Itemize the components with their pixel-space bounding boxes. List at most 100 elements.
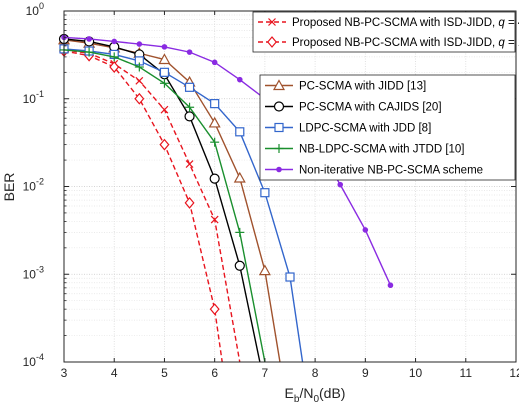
data-point: [158, 53, 171, 65]
data-point: [109, 52, 119, 62]
legend-box-2: PC-SCMA with JIDD [13] PC-SCMA with CAJID…: [259, 74, 516, 181]
axis-ticks: 345678910111210010-110-210-310-4: [23, 1, 519, 380]
legend-entry: PC-SCMA with CAJIDS [20]: [265, 101, 442, 114]
data-point: [159, 138, 170, 151]
x-axis-label: Eb/N0(dB): [285, 385, 346, 405]
legend-label-tail: = 16: [505, 37, 519, 49]
legend-layer: Proposed NB-PC-SCMA with ISD-JIDD, q = 4…: [252, 11, 519, 181]
y-tick-label: 100: [26, 1, 44, 18]
data-point: [210, 215, 219, 224]
y-tick-exponent: 0: [39, 1, 44, 11]
data-point: [208, 116, 221, 128]
data-point: [185, 160, 194, 169]
legend-marker: [268, 18, 276, 26]
legend-label: Proposed NB-PC-SCMA with ISD-JIDD, q = 1…: [292, 37, 519, 49]
x-tick-label: 6: [211, 366, 218, 380]
data-point: [210, 99, 220, 109]
data-point: [233, 171, 246, 183]
data-point: [235, 127, 245, 137]
x-axis-label-slash: /N: [299, 385, 313, 401]
data-point: [234, 260, 245, 271]
data-point: [362, 227, 369, 233]
legend-frame: [259, 74, 516, 181]
x-axis-label-sub-0: 0: [313, 394, 319, 405]
legend-entry: Non-iterative NB-PC-SCMA scheme: [265, 165, 483, 177]
y-tick-base: 10: [23, 267, 37, 281]
data-point: [111, 38, 118, 45]
data-point: [184, 111, 195, 122]
y-axis-label: BER: [1, 173, 17, 202]
y-tick-base: 10: [23, 180, 37, 194]
y-tick-base: 10: [23, 355, 37, 369]
legend-label-main: NB-LDPC-SCMA with JTDD [10]: [299, 144, 465, 156]
data-point: [136, 41, 143, 47]
data-point: [159, 67, 170, 77]
data-point: [260, 188, 270, 198]
data-point: [387, 282, 394, 289]
data-point: [209, 303, 220, 316]
legend-label: Proposed NB-PC-SCMA with ISD-JIDD, q = 4: [292, 17, 519, 29]
data-point: [185, 102, 195, 112]
legend-marker: [274, 144, 284, 153]
series-line: [63, 39, 281, 363]
legend-label: Non-iterative NB-PC-SCMA scheme: [299, 165, 483, 177]
data-point: [109, 61, 120, 73]
legend-marker: [272, 79, 286, 91]
legend-label: NB-LDPC-SCMA with JTDD [10]: [299, 144, 465, 156]
legend-label-main: Non-iterative NB-PC-SCMA scheme: [299, 165, 483, 177]
y-tick-label: 10-1: [23, 89, 44, 106]
data-point: [186, 49, 193, 55]
legend-label-var: q: [498, 17, 505, 29]
legend-frame: [252, 11, 516, 53]
legend-label-main: PC-SCMA with JIDD [13]: [299, 81, 426, 93]
x-tick-label: 3: [61, 366, 68, 380]
x-axis-label-unit: (dB): [319, 385, 345, 401]
data-point: [258, 264, 271, 276]
data-point: [235, 227, 245, 237]
legend-label: PC-SCMA with CAJIDS [20]: [299, 102, 442, 114]
legend-entry: Proposed NB-PC-SCMA with ISD-JIDD, q = 1…: [258, 36, 519, 49]
data-point: [134, 92, 145, 105]
x-tick-label: 7: [262, 366, 269, 380]
x-tick-label: 8: [312, 366, 319, 380]
data-point: [159, 78, 169, 88]
legend-label-main: LDPC-SCMA with JDD [8]: [299, 123, 431, 135]
y-tick-exponent: -3: [36, 264, 44, 274]
legend-entry: LDPC-SCMA with JDD [8]: [265, 123, 431, 135]
data-point: [337, 181, 344, 188]
legend-box-1: Proposed NB-PC-SCMA with ISD-JIDD, q = 4…: [252, 11, 519, 53]
legend-entry: NB-LDPC-SCMA with JTDD [10]: [265, 144, 465, 156]
y-tick-label: 10-2: [23, 177, 44, 194]
legend-label-var: q: [498, 37, 505, 49]
legend-marker: [267, 36, 277, 48]
x-axis-label-sub-b: b: [294, 394, 300, 405]
x-tick-label: 12: [509, 366, 519, 380]
legend-entry: Proposed NB-PC-SCMA with ISD-JIDD, q = 4: [258, 17, 519, 29]
data-point: [84, 47, 94, 57]
x-axis-label-e: E: [285, 385, 294, 401]
x-tick-label: 11: [460, 366, 473, 380]
data-point: [209, 173, 220, 184]
series-5: [59, 45, 266, 363]
y-tick-exponent: -2: [36, 177, 44, 187]
legend-marker: [273, 101, 285, 112]
legend-label-main: Proposed NB-PC-SCMA with ISD-JIDD,: [292, 37, 498, 49]
data-point: [160, 105, 169, 114]
y-tick-base: 10: [26, 4, 40, 18]
legend-marker: [274, 122, 284, 133]
data-point: [211, 59, 218, 66]
data-point: [184, 196, 195, 209]
legend-label: LDPC-SCMA with JDD [8]: [299, 123, 431, 135]
y-tick-base: 10: [23, 92, 37, 106]
y-tick-label: 10-4: [23, 352, 44, 369]
legend-marker: [276, 166, 282, 173]
y-tick-exponent: -1: [36, 89, 44, 99]
data-point: [184, 82, 195, 92]
series-line: [63, 50, 223, 363]
legend-label: PC-SCMA with JIDD [13]: [299, 81, 426, 93]
data-point: [285, 272, 295, 282]
data-point: [135, 76, 144, 85]
y-tick-exponent: -4: [36, 352, 44, 362]
